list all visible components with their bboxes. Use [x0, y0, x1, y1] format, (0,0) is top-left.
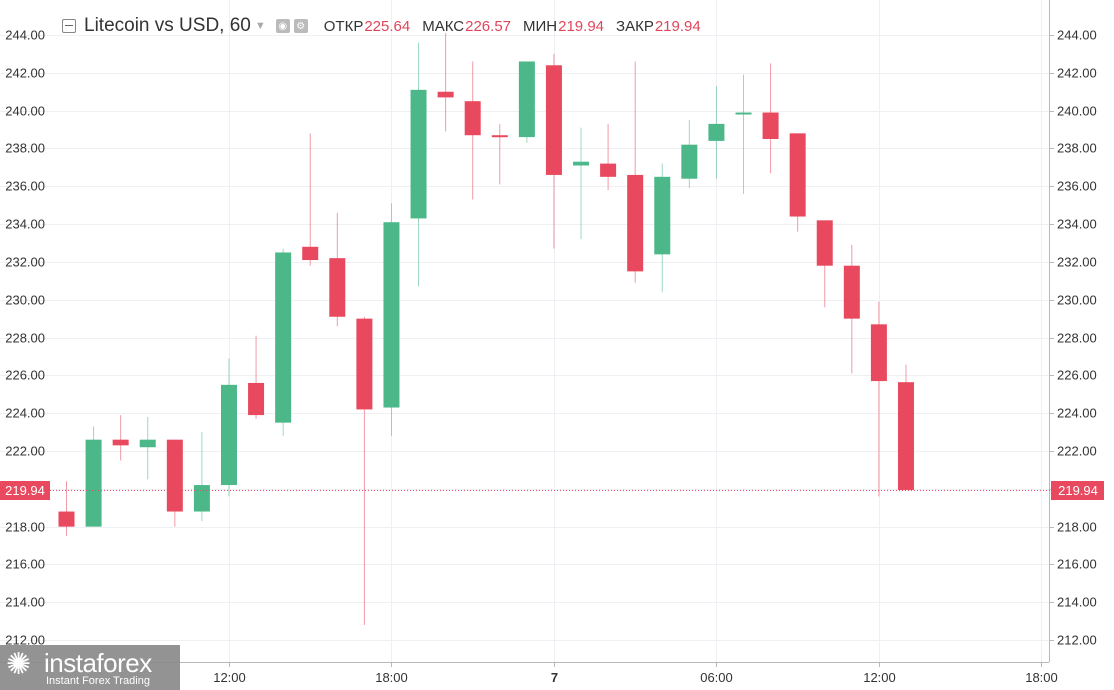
y-tick-label-left: 222.00 — [5, 444, 45, 459]
y-tick-label-left: 238.00 — [5, 141, 45, 156]
y-tick-label-left: 230.00 — [5, 293, 45, 308]
candle-body-up — [573, 161, 590, 166]
y-tick-label-left: 214.00 — [5, 595, 45, 610]
candle-body-up — [220, 384, 237, 486]
candle-body-down — [329, 258, 346, 317]
symbol-title[interactable]: Litecoin vs USD, 60 — [84, 15, 251, 36]
candle-body-down — [166, 439, 183, 512]
y-tick-label-right: 230.00 — [1057, 293, 1097, 308]
eye-icon[interactable]: ◉ — [275, 19, 290, 33]
chevron-down-icon[interactable]: ▼ — [254, 20, 266, 32]
y-tick-label-left: 212.00 — [5, 633, 45, 648]
candle-body-down — [437, 91, 454, 98]
high-label: МАКС — [422, 17, 465, 35]
candle-body-down — [762, 112, 779, 140]
candle-body-down — [600, 163, 617, 177]
y-tick-label-right: 214.00 — [1057, 595, 1097, 610]
x-tick-label: 18:00 — [1025, 670, 1058, 685]
candle-body-up — [518, 61, 535, 138]
x-tick-label: 12:00 — [213, 670, 246, 685]
candle-body-up — [735, 112, 752, 115]
candle-body-down — [58, 511, 75, 527]
candle-body-up — [410, 89, 427, 219]
y-tick-label-right: 236.00 — [1057, 179, 1097, 194]
y-tick-label-left: 226.00 — [5, 368, 45, 383]
y-tick-label-right: 222.00 — [1057, 444, 1097, 459]
candle-body-down — [789, 133, 806, 217]
x-tick-label: 06:00 — [700, 670, 733, 685]
logo-tagline: Instant Forex Trading — [46, 675, 150, 687]
y-tick-label-right: 226.00 — [1057, 368, 1097, 383]
y-tick-label-right: 218.00 — [1057, 520, 1097, 535]
y-tick-label-left: 218.00 — [5, 520, 45, 535]
x-tick-label: 12:00 — [863, 670, 896, 685]
low-value: 219.94 — [558, 17, 605, 35]
y-tick-label-right: 228.00 — [1057, 331, 1097, 346]
svg-text:219.94: 219.94 — [1058, 483, 1098, 498]
x-tick-label: 7 — [551, 670, 558, 685]
candle-body-down — [464, 101, 481, 136]
candle-body-down — [112, 439, 129, 446]
y-tick-label-left: 242.00 — [5, 66, 45, 81]
candle-body-down — [816, 220, 833, 266]
y-tick-label-right: 224.00 — [1057, 406, 1097, 421]
last-price-badge-right: 219.94 — [1051, 481, 1104, 500]
candles — [58, 33, 914, 625]
candle-body-down — [248, 382, 265, 416]
candle-body-down — [491, 135, 508, 138]
price-axis[interactable]: 244.00 244.00 242.00 242.00 240.00 240.00 238.… — [5, 28, 1097, 648]
y-tick-label-left: 244.00 — [5, 28, 45, 43]
y-tick-label-right: 232.00 — [1057, 255, 1097, 270]
candle-body-up — [681, 144, 698, 179]
candle-body-down — [843, 265, 860, 319]
y-tick-label-left: 234.00 — [5, 217, 45, 232]
candle-body-up — [654, 176, 671, 255]
candle-body-up — [85, 439, 102, 527]
y-tick-label-left: 216.00 — [5, 557, 45, 572]
chart-header: Litecoin vs USD, 60 ▼ ◉ ⚙ ОТКР 225.64 МА… — [62, 14, 701, 38]
candle-body-down — [302, 246, 319, 261]
y-tick-label-right: 216.00 — [1057, 557, 1097, 572]
y-tick-label-left: 232.00 — [5, 255, 45, 270]
close-label: ЗАКР — [616, 17, 654, 35]
y-tick-label-right: 234.00 — [1057, 217, 1097, 232]
last-price-badge-left: 219.94 — [0, 481, 50, 500]
candle-body-up — [708, 123, 725, 141]
collapse-icon[interactable] — [62, 19, 76, 33]
close-value: 219.94 — [654, 17, 701, 35]
y-tick-label-right: 238.00 — [1057, 141, 1097, 156]
y-tick-label-left: 240.00 — [5, 104, 45, 119]
candle-body-up — [139, 439, 156, 448]
instaforex-logo: ✺ instaforex Instant Forex Trading — [0, 645, 180, 690]
candle-body-up — [383, 222, 400, 408]
candle-body-up — [193, 485, 210, 512]
candle-body-up — [275, 252, 292, 423]
y-tick-label-left: 236.00 — [5, 179, 45, 194]
candle-body-down — [356, 318, 373, 410]
candle-body-down — [870, 324, 887, 382]
y-tick-label-left: 224.00 — [5, 406, 45, 421]
logo-name: instaforex — [44, 648, 152, 678]
open-label: ОТКР — [323, 17, 364, 35]
x-tick-label: 18:00 — [375, 670, 408, 685]
y-tick-label-right: 212.00 — [1057, 633, 1097, 648]
candle-body-down — [627, 174, 644, 272]
candle-body-down — [545, 65, 562, 175]
svg-text:219.94: 219.94 — [5, 483, 45, 498]
y-tick-label-right: 240.00 — [1057, 104, 1097, 119]
y-tick-label-right: 242.00 — [1057, 66, 1097, 81]
low-label: МИН — [523, 17, 558, 35]
open-value: 225.64 — [364, 17, 411, 35]
candle-body-down — [897, 382, 914, 490]
logo-mark-icon: ✺ — [6, 648, 32, 681]
gear-icon[interactable]: ⚙ — [293, 19, 308, 33]
high-value: 226.57 — [465, 17, 512, 35]
y-tick-label-right: 244.00 — [1057, 28, 1097, 43]
y-tick-label-left: 228.00 — [5, 331, 45, 346]
time-axis[interactable]: 12:00 18:00 7 06:00 12:00 18:00 — [213, 662, 1058, 685]
